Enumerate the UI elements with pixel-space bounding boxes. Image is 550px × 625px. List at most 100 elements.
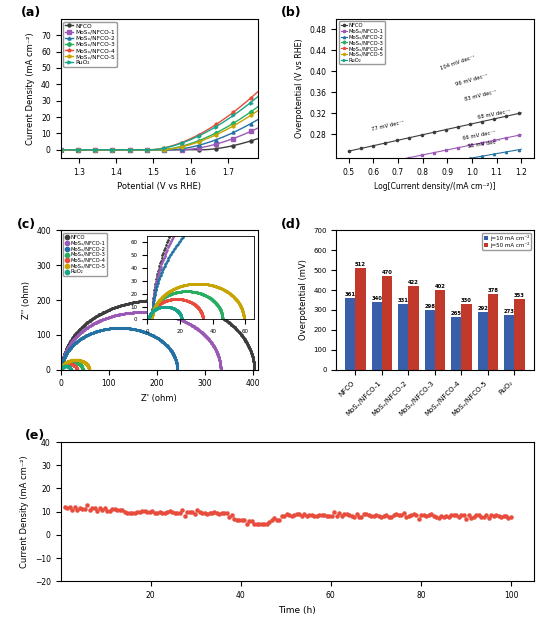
MoSₓ/NFCO-2: [134, 325, 143, 335]
MoSₓ/NFCO-4: [64, 359, 73, 369]
MoSₓ/NFCO-2: [166, 344, 174, 354]
MoSₓ/NFCO-3: [66, 357, 75, 367]
MoSₓ/NFCO-5: [58, 361, 67, 371]
Point: [108, 504, 117, 514]
NFCO: [68, 333, 77, 343]
NFCO: [249, 354, 257, 364]
MoSₓ/NFCO-5: [80, 357, 89, 367]
MoSₓ/NFCO-2: [84, 329, 93, 339]
MoSₓ/NFCO-4: [69, 360, 78, 370]
RuO₂: [57, 364, 65, 374]
Point: [345, 509, 354, 519]
NFCO: [244, 342, 253, 352]
MoSₓ/NFCO-5: [59, 361, 68, 371]
MoSₓ/NFCO-3: [60, 359, 69, 369]
MoSₓ/NFCO-1: [98, 314, 107, 324]
MoSₓ/NFCO-1: [214, 351, 223, 361]
MoSₓ/NFCO-3: [60, 359, 69, 369]
NFCO: [62, 344, 70, 354]
MoSₓ/NFCO-3: [64, 357, 73, 367]
RuO₂: [57, 364, 65, 374]
MoSₓ/NFCO-1: [87, 320, 96, 330]
MoSₓ/NFCO-1: [176, 315, 185, 325]
Text: 378: 378: [487, 288, 498, 293]
MoSₓ/NFCO-5: [58, 362, 67, 372]
Point: [504, 512, 513, 522]
MoSₓ/NFCO-3: [68, 357, 77, 367]
MoSₓ/NFCO-1: [58, 364, 67, 374]
NFCO: [62, 344, 71, 354]
MoSₓ/NFCO-5: [66, 356, 75, 366]
MoSₓ/NFCO-4: [72, 363, 81, 373]
MoSₓ/NFCO-4: [65, 359, 74, 369]
MoSₓ/NFCO-5: [78, 356, 87, 366]
Point: [449, 510, 458, 520]
MoSₓ/NFCO-4: [69, 360, 78, 370]
RuO₂: [57, 363, 66, 373]
RuO₂: [66, 364, 75, 374]
MoSₓ/NFCO-1: [58, 360, 67, 370]
MoSₓ/NFCO-1: [139, 308, 148, 318]
MoSₓ/NFCO-2: [58, 359, 67, 369]
MoSₓ/NFCO-3: [74, 358, 82, 368]
MoSₓ/NFCO-3: [73, 358, 81, 368]
MoSₓ/NFCO-2: [80, 331, 89, 341]
Point: [372, 510, 381, 520]
MoSₓ/NFCO-5: [60, 358, 69, 368]
MoSₓ/NFCO-5: [84, 361, 92, 371]
MoSₓ/NFCO-5: [84, 362, 93, 372]
RuO₂: [63, 361, 72, 371]
NFCO: [84, 317, 92, 327]
MoSₓ/NFCO-3: [69, 357, 78, 367]
NFCO: [63, 342, 72, 352]
MoSₓ/NFCO-3: [65, 357, 74, 367]
MoSₓ/NFCO-1: [213, 350, 222, 360]
MoSₓ/NFCO-2: [69, 339, 78, 349]
MoSₓ/NFCO-3: [72, 357, 81, 367]
MoSₓ/NFCO-3: [77, 361, 86, 371]
MoSₓ/NFCO-3: [70, 357, 79, 367]
MoSₓ/NFCO-2: [129, 324, 138, 334]
MoSₓ/NFCO-5: [77, 356, 86, 366]
RuO₂: [63, 361, 72, 371]
NFCO: [250, 362, 258, 372]
MoSₓ/NFCO-4: [69, 360, 78, 370]
MoSₓ/NFCO-3: [70, 357, 79, 367]
MoSₓ/NFCO-4: [63, 359, 72, 369]
NFCO: [234, 326, 243, 336]
MoSₓ/NFCO-2: [156, 335, 164, 345]
RuO₂: [58, 362, 67, 372]
MoSₓ/NFCO-4: [65, 359, 74, 369]
MoSₓ/NFCO-3: [61, 359, 70, 369]
NFCO: [249, 355, 258, 365]
Text: 512: 512: [355, 262, 366, 267]
MoSₓ/NFCO-5: [72, 355, 81, 365]
MoSₓ/NFCO-1: [254, 124, 261, 132]
NFCO: [249, 357, 258, 367]
RuO₂: [62, 361, 70, 371]
MoSₓ/NFCO-2: [72, 338, 80, 348]
MoSₓ/NFCO-4: [58, 362, 67, 372]
NFCO: [219, 314, 228, 324]
MoSₓ/NFCO-2: [124, 323, 133, 333]
MoSₓ/NFCO-2: [62, 348, 71, 358]
MoSₓ/NFCO-1: [58, 361, 67, 371]
MoSₓ/NFCO-5: [59, 361, 68, 371]
MoSₓ/NFCO-5: [70, 355, 79, 365]
MoSₓ/NFCO-5: [60, 359, 69, 369]
NFCO: [133, 297, 142, 307]
MoSₓ/NFCO-5: [84, 362, 93, 372]
MoSₓ/NFCO-3: [75, 359, 84, 369]
MoSₓ/NFCO-5: [62, 357, 70, 367]
MoSₓ/NFCO-3: [78, 364, 87, 374]
RuO₂: [66, 364, 75, 374]
NFCO: [58, 362, 67, 372]
Point: [248, 516, 256, 526]
MoSₓ/NFCO-5: [84, 362, 92, 372]
Point: [417, 510, 426, 520]
MoSₓ/NFCO-4: [58, 362, 67, 372]
Point: [329, 506, 338, 516]
NFCO: [58, 363, 67, 373]
MoSₓ/NFCO-3: [59, 361, 68, 371]
MoSₓ/NFCO-4: [68, 359, 76, 369]
